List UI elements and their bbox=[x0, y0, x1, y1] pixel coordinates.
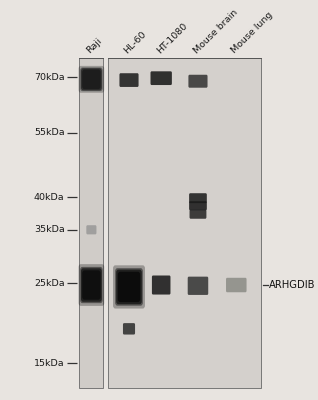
FancyBboxPatch shape bbox=[81, 268, 102, 302]
FancyBboxPatch shape bbox=[118, 272, 140, 302]
FancyBboxPatch shape bbox=[116, 270, 142, 304]
Bar bbox=[107, 58, 261, 388]
FancyBboxPatch shape bbox=[190, 210, 206, 219]
FancyBboxPatch shape bbox=[150, 71, 172, 85]
Text: ARHGDIB: ARHGDIB bbox=[269, 280, 316, 290]
Text: HL-60: HL-60 bbox=[123, 30, 149, 55]
FancyBboxPatch shape bbox=[82, 70, 100, 89]
FancyBboxPatch shape bbox=[79, 264, 104, 306]
Text: Mouse lung: Mouse lung bbox=[230, 10, 275, 55]
Text: HT-1080: HT-1080 bbox=[155, 21, 189, 55]
FancyBboxPatch shape bbox=[81, 68, 102, 90]
FancyBboxPatch shape bbox=[188, 75, 208, 88]
FancyBboxPatch shape bbox=[188, 277, 208, 295]
FancyBboxPatch shape bbox=[226, 278, 246, 292]
Text: Mouse brain: Mouse brain bbox=[192, 8, 239, 55]
FancyBboxPatch shape bbox=[189, 201, 207, 210]
FancyBboxPatch shape bbox=[115, 268, 143, 306]
Text: 35kDa: 35kDa bbox=[34, 225, 65, 234]
FancyBboxPatch shape bbox=[152, 276, 170, 294]
FancyBboxPatch shape bbox=[82, 270, 100, 300]
FancyBboxPatch shape bbox=[189, 193, 207, 203]
Text: 25kDa: 25kDa bbox=[34, 279, 65, 288]
FancyBboxPatch shape bbox=[79, 66, 104, 93]
Text: Raji: Raji bbox=[85, 36, 104, 55]
Text: 55kDa: 55kDa bbox=[34, 128, 65, 137]
FancyBboxPatch shape bbox=[80, 68, 103, 91]
FancyBboxPatch shape bbox=[113, 265, 145, 308]
FancyBboxPatch shape bbox=[123, 323, 135, 334]
Text: 15kDa: 15kDa bbox=[34, 359, 65, 368]
Text: 40kDa: 40kDa bbox=[34, 193, 65, 202]
FancyBboxPatch shape bbox=[86, 225, 96, 234]
Text: 70kDa: 70kDa bbox=[34, 73, 65, 82]
Bar bbox=[80, 58, 103, 388]
FancyBboxPatch shape bbox=[120, 73, 139, 87]
FancyBboxPatch shape bbox=[80, 267, 103, 303]
